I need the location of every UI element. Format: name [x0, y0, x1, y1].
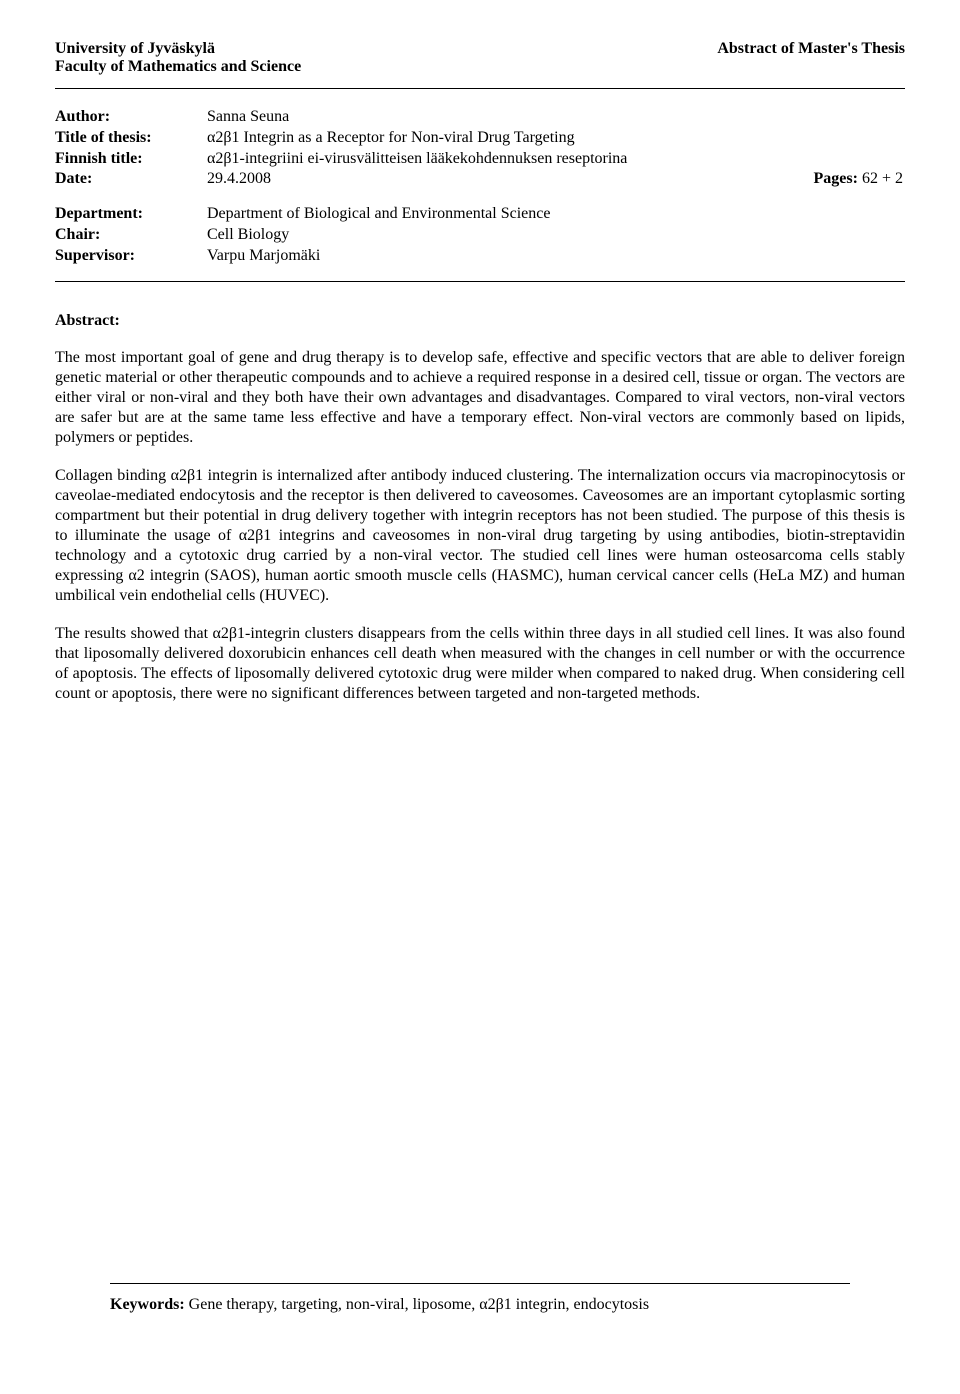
department-value: Department of Biological and Environment…: [207, 204, 905, 225]
chair-label: Chair:: [55, 225, 207, 246]
date-label: Date:: [55, 169, 207, 190]
abstract-paragraph-1: The most important goal of gene and drug…: [55, 348, 905, 448]
abstract-body: The most important goal of gene and drug…: [55, 348, 905, 704]
divider-mid: [55, 281, 905, 282]
finnish-title-row: Finnish title: α2β1-integriini ei-virusv…: [55, 149, 905, 170]
title-label: Title of thesis:: [55, 128, 207, 149]
author-row: Author: Sanna Seuna: [55, 107, 905, 128]
title-row: Title of thesis: α2β1 Integrin as a Rece…: [55, 128, 905, 149]
divider-bottom: [110, 1283, 850, 1284]
page-header: University of Jyväskylä Faculty of Mathe…: [55, 40, 905, 76]
author-label: Author:: [55, 107, 207, 128]
title-value: α2β1 Integrin as a Receptor for Non-vira…: [207, 128, 905, 149]
date-row: Date: 29.4.2008 Pages: 62 + 2: [55, 169, 905, 190]
abstract-paragraph-3: The results showed that α2β1-integrin cl…: [55, 624, 905, 704]
supervisor-value: Varpu Marjomäki: [207, 246, 905, 267]
thesis-abstract-page: University of Jyväskylä Faculty of Mathe…: [55, 40, 905, 1354]
supervisor-row: Supervisor: Varpu Marjomäki: [55, 246, 905, 267]
keywords-label: Keywords:: [110, 1296, 189, 1313]
metadata-block-2: Department: Department of Biological and…: [55, 204, 905, 266]
keywords-text: Gene therapy, targeting, non-viral, lipo…: [189, 1296, 649, 1313]
pages-value: Pages: 62 + 2: [814, 169, 905, 190]
department-label: Department:: [55, 204, 207, 225]
finnish-title-value: α2β1-integriini ei-virusvälitteisen lääk…: [207, 149, 905, 170]
header-left: University of Jyväskylä Faculty of Mathe…: [55, 40, 301, 76]
department-row: Department: Department of Biological and…: [55, 204, 905, 225]
divider-top: [55, 88, 905, 89]
abstract-paragraph-2: Collagen binding α2β1 integrin is intern…: [55, 466, 905, 606]
chair-row: Chair: Cell Biology: [55, 225, 905, 246]
document-type: Abstract of Master's Thesis: [717, 40, 905, 58]
metadata-block-1: Author: Sanna Seuna Title of thesis: α2β…: [55, 107, 905, 190]
supervisor-label: Supervisor:: [55, 246, 207, 267]
faculty-name: Faculty of Mathematics and Science: [55, 58, 301, 76]
date-value: 29.4.2008: [207, 169, 271, 190]
finnish-title-label: Finnish title:: [55, 149, 207, 170]
university-name: University of Jyväskylä: [55, 40, 301, 58]
chair-value: Cell Biology: [207, 225, 905, 246]
author-value: Sanna Seuna: [207, 107, 905, 128]
abstract-heading: Abstract:: [55, 312, 905, 330]
keywords-section: Keywords: Gene therapy, targeting, non-v…: [110, 1283, 850, 1314]
